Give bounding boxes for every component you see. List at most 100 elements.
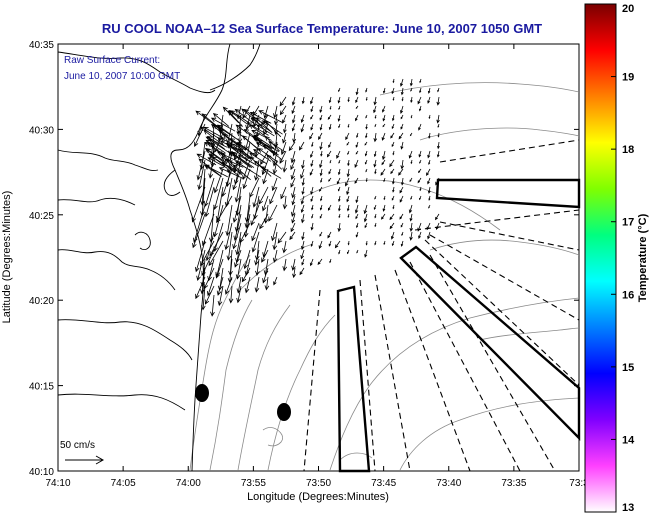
current-vector — [400, 177, 404, 186]
current-vector — [344, 177, 350, 187]
current-vector — [426, 168, 431, 177]
beam-east — [435, 178, 581, 209]
current-vector — [263, 105, 269, 119]
current-vector — [300, 204, 305, 214]
current-vector — [254, 276, 260, 293]
beam-south — [336, 285, 371, 473]
y-tick-label: 40:35 — [29, 40, 54, 51]
current-vector — [408, 204, 413, 214]
current-vector — [319, 141, 323, 151]
current-vector — [199, 126, 220, 140]
current-vector — [261, 249, 269, 263]
current-vector — [258, 110, 283, 123]
current-vector — [347, 159, 350, 167]
current-vector — [355, 96, 359, 104]
current-vector — [338, 213, 341, 219]
current-vector — [301, 186, 305, 195]
current-vector — [382, 105, 386, 113]
current-vector — [265, 120, 282, 138]
current-vector — [260, 150, 269, 166]
current-vector — [194, 240, 206, 273]
colorbar-tick-label: 17 — [622, 217, 634, 229]
x-tick-label: 73:55 — [241, 478, 266, 489]
current-vector — [365, 96, 368, 101]
current-vector — [328, 123, 332, 131]
y-tick-label: 40:25 — [29, 211, 54, 222]
current-vector — [419, 186, 422, 192]
current-vector — [391, 177, 395, 185]
current-vector — [419, 87, 422, 94]
current-vector — [418, 105, 422, 112]
current-vector — [418, 150, 422, 158]
current-vector — [262, 168, 269, 185]
current-vector — [300, 168, 305, 180]
current-vector — [292, 267, 297, 279]
current-vector — [418, 168, 422, 174]
colorbar-tick-label: 16 — [622, 289, 634, 301]
current-vector — [419, 195, 422, 201]
current-vector — [300, 195, 305, 205]
current-vector — [273, 123, 279, 135]
current-vector — [401, 231, 404, 237]
current-vector — [309, 168, 314, 176]
current-vector — [400, 159, 405, 170]
current-vector — [290, 177, 296, 188]
current-vector — [320, 177, 323, 183]
y-axis: 40:35 40:30 40:25 40:20 40:15 40:10 — [29, 40, 579, 478]
current-vector — [300, 114, 305, 124]
current-vector — [311, 204, 314, 211]
current-vector — [382, 204, 386, 212]
current-vector — [204, 177, 215, 207]
current-vector — [210, 294, 215, 317]
current-vector — [328, 141, 332, 148]
current-vector — [242, 159, 251, 180]
current-vector — [310, 159, 314, 168]
current-vector — [328, 96, 332, 104]
current-vector — [399, 78, 404, 87]
current-vector — [299, 141, 305, 151]
current-vector — [365, 123, 368, 130]
current-vector — [409, 78, 413, 87]
current-vector — [264, 276, 270, 291]
scale-arrow — [65, 455, 105, 465]
current-vector — [291, 258, 296, 271]
current-vector — [237, 154, 260, 167]
current-vector — [355, 114, 359, 122]
current-vector — [328, 168, 332, 175]
scale-label: 50 cm/s — [60, 440, 95, 451]
current-vector — [282, 240, 287, 254]
current-vector — [244, 276, 251, 294]
current-vector — [417, 177, 422, 184]
current-vector — [234, 177, 242, 203]
current-vectors — [191, 78, 440, 317]
current-vector — [334, 240, 341, 249]
current-vector — [204, 164, 228, 178]
current-vector — [301, 159, 305, 170]
current-vector — [326, 150, 332, 158]
current-vector — [256, 124, 275, 137]
current-vector — [252, 135, 273, 150]
current-vector — [356, 132, 359, 138]
current-vector — [338, 159, 341, 164]
current-vector — [390, 132, 395, 139]
current-vector — [290, 222, 296, 233]
current-vector — [310, 222, 314, 231]
current-vector — [364, 249, 368, 258]
current-vector — [365, 87, 368, 93]
current-vector — [282, 132, 287, 144]
current-vector — [354, 177, 359, 184]
current-vector — [192, 213, 206, 249]
current-vector — [390, 168, 395, 175]
current-vector — [290, 150, 296, 164]
current-vector — [355, 87, 359, 96]
current-timestamp: June 10, 2007 10:00 GMT — [64, 71, 180, 82]
current-vector — [329, 258, 332, 264]
current-vector — [329, 159, 332, 164]
current-vector — [338, 105, 341, 111]
current-vector — [428, 195, 431, 201]
x-tick-label: 73:45 — [371, 478, 396, 489]
x-axis: 74:10 74:05 74:00 73:55 73:50 73:45 73:40 73:35… — [45, 44, 589, 489]
current-vector — [253, 159, 260, 181]
station-marker — [277, 403, 291, 421]
map-content: 50 cm/s Raw Surface Current: June 10, 20… — [57, 43, 581, 473]
